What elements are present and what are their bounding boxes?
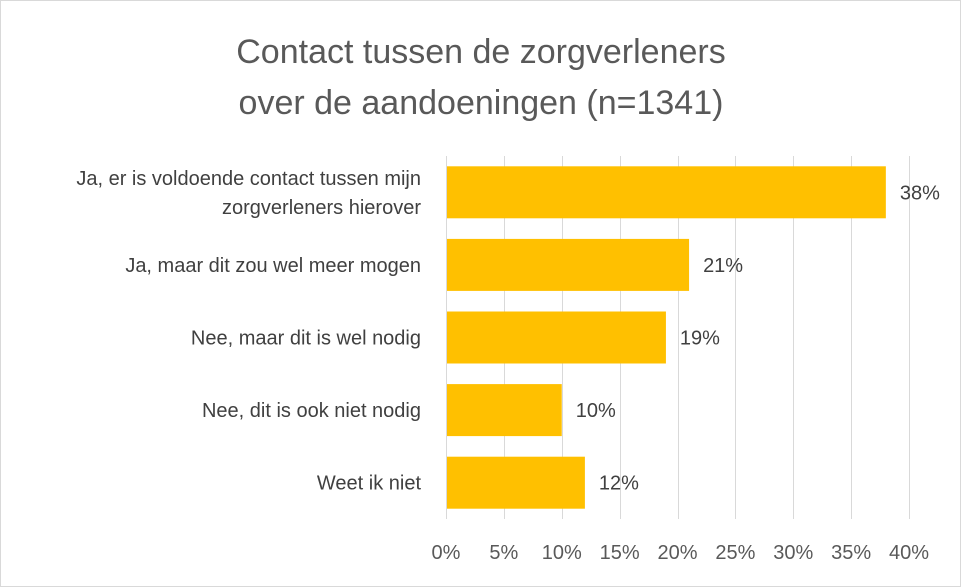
category-label-4: Nee, dit is ook niet nodig [202, 400, 421, 422]
bars [447, 166, 886, 509]
data-label-2: 21% [703, 255, 743, 277]
category-label-1: Ja, er is voldoende contact tussen mijn [76, 168, 421, 190]
category-labels: Ja, er is voldoende contact tussen mijn z… [76, 168, 421, 495]
category-label-2: Ja, maar dit zou wel meer mogen [125, 255, 421, 277]
x-tick-label: 0% [432, 542, 461, 564]
chart-title: Contact tussen de zorgverleners over de a… [236, 33, 725, 122]
x-tick-label: 35% [831, 542, 871, 564]
data-label-5: 12% [599, 473, 639, 495]
category-label-5: Weet ik niet [317, 473, 422, 495]
x-tick-label: 15% [600, 542, 640, 564]
bar-4 [447, 384, 562, 437]
chart-title-line-2: over de aandoeningen (n=1341) [239, 84, 724, 122]
category-label-1: zorgverleners hierover [222, 197, 421, 219]
x-tick-label: 5% [489, 542, 518, 564]
x-tick-label: 30% [773, 542, 813, 564]
x-tick-label: 25% [715, 542, 755, 564]
data-labels: 38% 21% 19% 10% 12% [576, 182, 940, 494]
bar-3 [447, 311, 666, 364]
data-label-3: 19% [680, 328, 720, 350]
data-label-4: 10% [576, 400, 616, 422]
category-label-3: Nee, maar dit is wel nodig [191, 328, 421, 350]
x-axis-tick-labels: 0% 5% 10% 15% 20% 25% 30% 35% 40% [432, 542, 930, 564]
chart-title-line-1: Contact tussen de zorgverleners [236, 33, 725, 71]
x-tick-label: 10% [542, 542, 582, 564]
bar-1 [447, 166, 886, 219]
data-label-1: 38% [900, 182, 940, 204]
bar-2 [447, 238, 690, 291]
x-tick-label: 40% [889, 542, 929, 564]
bar-5 [447, 456, 585, 509]
x-tick-label: 20% [657, 542, 697, 564]
